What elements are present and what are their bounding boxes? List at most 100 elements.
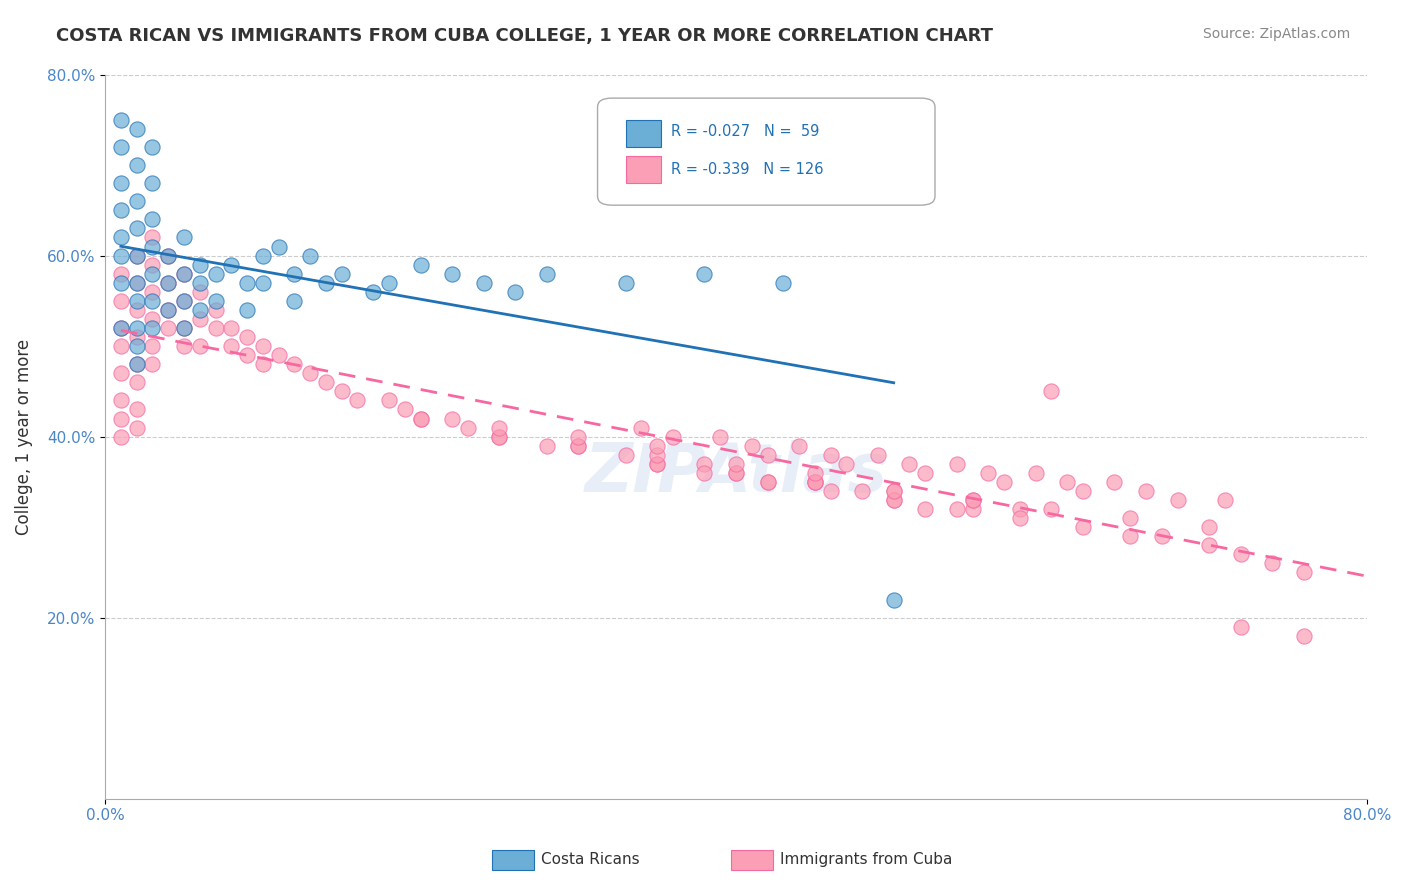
- Point: [173, 267, 195, 281]
- Point: [662, 430, 685, 444]
- Point: [188, 276, 211, 290]
- Point: [441, 267, 464, 281]
- Point: [110, 140, 132, 154]
- Point: [787, 439, 810, 453]
- Point: [441, 411, 464, 425]
- Point: [804, 475, 827, 489]
- Point: [188, 339, 211, 353]
- Point: [693, 267, 716, 281]
- Point: [157, 249, 180, 263]
- Point: [804, 475, 827, 489]
- Point: [962, 493, 984, 508]
- Point: [1040, 384, 1063, 399]
- Point: [110, 203, 132, 218]
- Point: [267, 239, 290, 253]
- Point: [125, 420, 148, 434]
- Point: [219, 339, 242, 353]
- Y-axis label: College, 1 year or more: College, 1 year or more: [15, 339, 32, 534]
- Point: [125, 302, 148, 317]
- Point: [157, 276, 180, 290]
- Point: [945, 457, 967, 471]
- Point: [883, 483, 905, 498]
- Text: ZIPAtlas: ZIPAtlas: [585, 440, 887, 506]
- Point: [141, 140, 163, 154]
- Point: [110, 366, 132, 380]
- Point: [204, 293, 226, 308]
- Point: [645, 448, 668, 462]
- Point: [157, 276, 180, 290]
- Point: [914, 502, 936, 516]
- Point: [724, 466, 747, 480]
- Point: [346, 393, 368, 408]
- Point: [110, 112, 132, 127]
- Point: [378, 276, 401, 290]
- Point: [1135, 483, 1157, 498]
- Point: [110, 276, 132, 290]
- Point: [110, 176, 132, 190]
- Point: [188, 312, 211, 326]
- Point: [1292, 566, 1315, 580]
- Point: [962, 502, 984, 516]
- Point: [173, 293, 195, 308]
- Point: [141, 267, 163, 281]
- Point: [883, 493, 905, 508]
- Point: [125, 293, 148, 308]
- Point: [1104, 475, 1126, 489]
- Point: [204, 267, 226, 281]
- Point: [1025, 466, 1047, 480]
- Point: [1008, 502, 1031, 516]
- Point: [204, 302, 226, 317]
- Point: [125, 194, 148, 209]
- Point: [741, 439, 763, 453]
- Point: [409, 411, 432, 425]
- Point: [536, 439, 558, 453]
- Point: [993, 475, 1015, 489]
- Point: [252, 339, 274, 353]
- Point: [141, 230, 163, 244]
- Text: R = -0.339   N = 126: R = -0.339 N = 126: [671, 162, 823, 177]
- Point: [977, 466, 1000, 480]
- Point: [709, 430, 731, 444]
- Point: [125, 221, 148, 235]
- Text: Immigrants from Cuba: Immigrants from Cuba: [780, 853, 953, 867]
- Point: [1119, 511, 1142, 525]
- Point: [488, 430, 510, 444]
- Point: [457, 420, 479, 434]
- Point: [536, 267, 558, 281]
- Point: [851, 483, 873, 498]
- Point: [173, 321, 195, 335]
- Point: [173, 267, 195, 281]
- Point: [1213, 493, 1236, 508]
- Point: [283, 267, 305, 281]
- Point: [409, 411, 432, 425]
- Point: [110, 393, 132, 408]
- Text: COSTA RICAN VS IMMIGRANTS FROM CUBA COLLEGE, 1 YEAR OR MORE CORRELATION CHART: COSTA RICAN VS IMMIGRANTS FROM CUBA COLL…: [56, 27, 993, 45]
- Point: [866, 448, 889, 462]
- Point: [125, 249, 148, 263]
- Point: [1150, 529, 1173, 543]
- Point: [567, 439, 589, 453]
- Point: [645, 457, 668, 471]
- Point: [125, 402, 148, 417]
- Point: [820, 448, 842, 462]
- Point: [125, 357, 148, 371]
- Point: [1040, 502, 1063, 516]
- Point: [236, 302, 259, 317]
- Point: [835, 457, 858, 471]
- Point: [1261, 557, 1284, 571]
- Point: [110, 321, 132, 335]
- Point: [219, 258, 242, 272]
- Point: [645, 439, 668, 453]
- Point: [157, 302, 180, 317]
- Point: [724, 457, 747, 471]
- Point: [173, 293, 195, 308]
- Point: [125, 158, 148, 172]
- Point: [236, 330, 259, 344]
- Point: [110, 249, 132, 263]
- Point: [125, 121, 148, 136]
- Point: [945, 502, 967, 516]
- Point: [204, 321, 226, 335]
- Point: [188, 302, 211, 317]
- Point: [125, 376, 148, 390]
- Point: [488, 420, 510, 434]
